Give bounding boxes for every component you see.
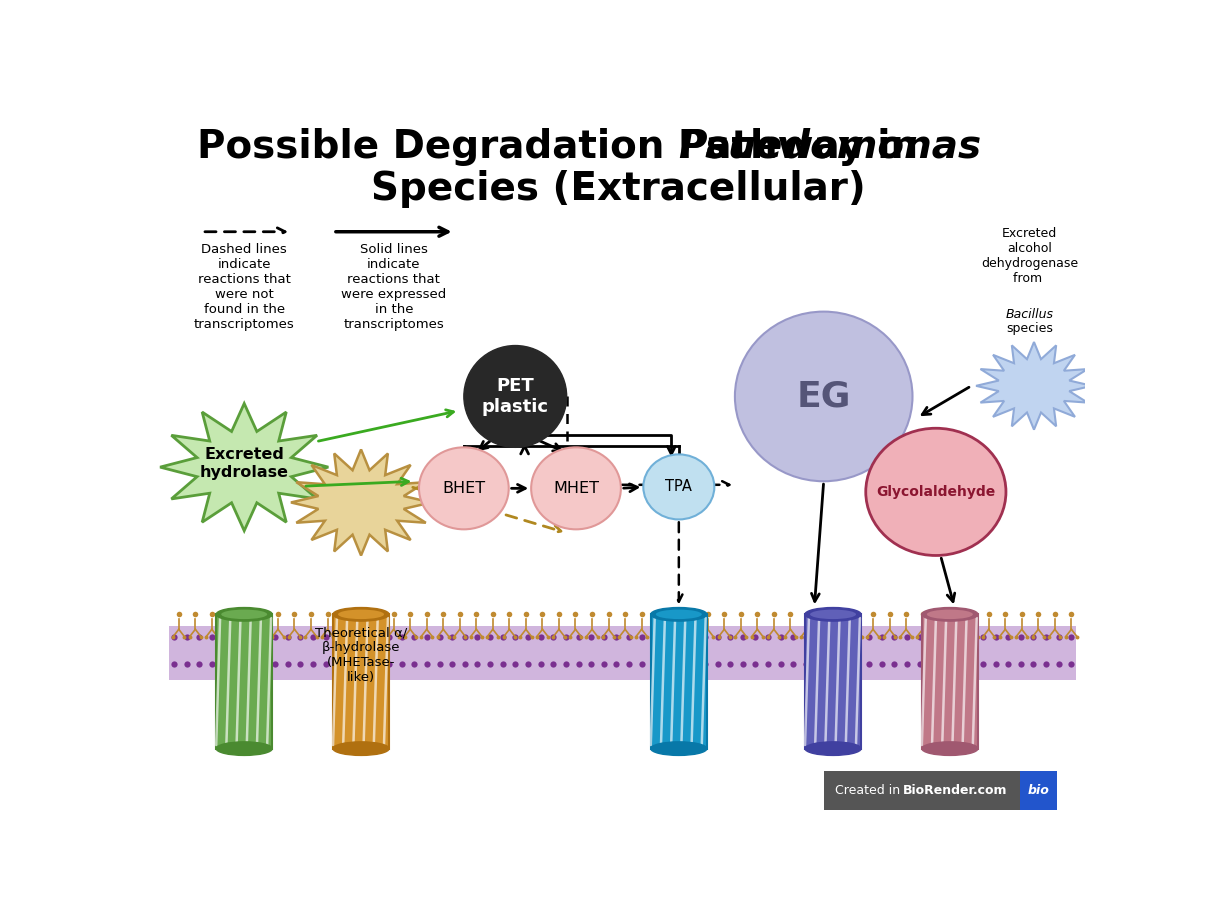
Text: Solid lines
indicate
reactions that
were expressed
in the
transcriptomes: Solid lines indicate reactions that were… — [341, 243, 446, 331]
Ellipse shape — [216, 742, 273, 756]
Ellipse shape — [643, 454, 714, 520]
Ellipse shape — [464, 345, 567, 447]
Ellipse shape — [651, 608, 707, 621]
Ellipse shape — [333, 742, 390, 756]
Bar — [169, 626, 1076, 680]
Ellipse shape — [806, 608, 861, 621]
Bar — [216, 614, 273, 749]
Ellipse shape — [810, 610, 856, 619]
Text: BioRender.com: BioRender.com — [903, 784, 1008, 797]
Text: species: species — [1006, 322, 1053, 335]
Text: PET
plastic: PET plastic — [481, 377, 549, 416]
Bar — [921, 614, 978, 749]
Text: Dashed lines
indicate
reactions that
were not
found in the
transcriptomes: Dashed lines indicate reactions that wer… — [194, 243, 294, 331]
Ellipse shape — [734, 311, 913, 481]
Bar — [651, 614, 707, 749]
Text: Excreted
hydrolase: Excreted hydrolase — [200, 447, 288, 480]
Ellipse shape — [333, 608, 390, 621]
Polygon shape — [160, 404, 328, 531]
Text: MHET: MHET — [554, 481, 599, 496]
Text: TPA: TPA — [666, 479, 692, 495]
Ellipse shape — [221, 610, 268, 619]
Text: Species (Extracellular): Species (Extracellular) — [370, 170, 866, 208]
Ellipse shape — [338, 610, 384, 619]
Ellipse shape — [927, 610, 973, 619]
Text: Glycolaldehyde: Glycolaldehyde — [877, 485, 995, 498]
Ellipse shape — [418, 447, 509, 530]
Ellipse shape — [806, 742, 861, 756]
Text: Excreted
alcohol
dehydrogenase
from: Excreted alcohol dehydrogenase from — [980, 227, 1078, 285]
Bar — [806, 614, 861, 749]
Text: Created in: Created in — [835, 784, 904, 797]
Bar — [824, 771, 1020, 810]
Text: BHET: BHET — [443, 481, 486, 496]
Polygon shape — [291, 450, 432, 555]
Ellipse shape — [656, 610, 702, 619]
Ellipse shape — [651, 742, 707, 756]
Text: EG: EG — [796, 379, 851, 413]
Text: Bacillus: Bacillus — [1006, 308, 1053, 321]
Ellipse shape — [866, 428, 1006, 555]
Bar — [333, 614, 390, 749]
Bar — [1020, 771, 1058, 810]
Text: bio: bio — [1028, 784, 1049, 797]
Ellipse shape — [921, 742, 978, 756]
Polygon shape — [976, 342, 1091, 430]
Ellipse shape — [531, 447, 621, 530]
Text: Possible Degradation Pathway in: Possible Degradation Pathway in — [197, 128, 1040, 166]
Text: Theoretical α/
β-hydrolase
(MHETase-
like): Theoretical α/ β-hydrolase (MHETase- lik… — [315, 626, 408, 684]
Ellipse shape — [216, 608, 273, 621]
Text: Psuedomonas: Psuedomonas — [678, 128, 980, 166]
Ellipse shape — [921, 608, 978, 621]
